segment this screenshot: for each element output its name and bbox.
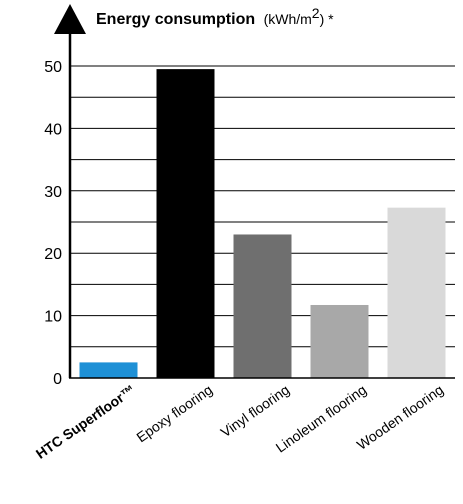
- y-tick-label: 40: [44, 121, 62, 138]
- y-tick-label: 0: [53, 371, 62, 388]
- bar: [79, 362, 138, 378]
- title-unit-suffix: ) *: [320, 11, 335, 27]
- bar: [156, 69, 215, 379]
- y-tick-label: 50: [44, 59, 62, 76]
- title-text: Energy consumption: [96, 11, 255, 28]
- bar: [310, 304, 369, 378]
- y-tick-label: 20: [44, 246, 62, 263]
- y-axis-ticks: 0 10 20 30 40 50: [44, 59, 62, 388]
- title-unit-superscript: 2: [312, 5, 320, 21]
- bars: [79, 69, 446, 379]
- y-tick-label: 30: [44, 184, 62, 201]
- gridlines: [70, 65, 455, 348]
- y-tick-label: 10: [44, 309, 62, 326]
- x-category-label: Epoxy flooring: [133, 381, 215, 445]
- x-category-label: HTC Superfloor™: [33, 381, 138, 461]
- y-axis-arrow-icon: [54, 4, 86, 34]
- title-unit-prefix: (kWh/m: [264, 11, 312, 27]
- chart-title: Energy consumption (kWh/m2) *: [96, 5, 334, 28]
- x-category-label: Vinyl flooring: [218, 381, 293, 440]
- bar: [233, 234, 292, 378]
- bar: [387, 207, 446, 378]
- x-category-label: Wooden flooring: [354, 381, 446, 452]
